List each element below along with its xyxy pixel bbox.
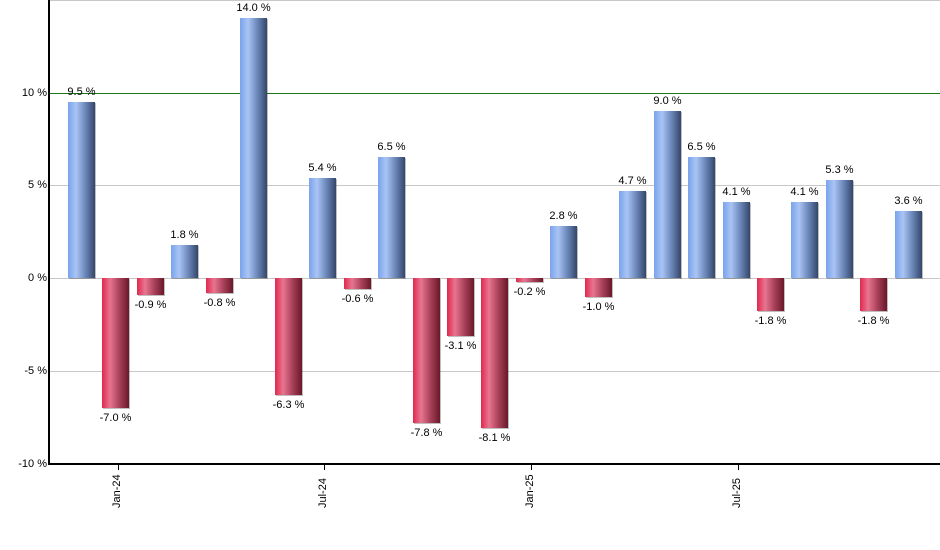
bar-positive [68, 102, 95, 278]
bar-negative [447, 278, 474, 336]
bar-value-label: 4.7 % [618, 175, 647, 187]
bar-positive [240, 18, 267, 278]
x-axis [48, 463, 940, 465]
bar-value-label: -0.6 % [341, 293, 374, 305]
bar-value-label: 4.1 % [790, 186, 819, 198]
bar-value-label: 6.5 % [687, 141, 716, 153]
y-axis [48, 0, 50, 465]
bar-positive [723, 202, 750, 278]
bar-negative [860, 278, 887, 311]
y-tick-label: -5 % [24, 365, 47, 377]
gridline [49, 185, 940, 186]
y-tick-label: -10 % [18, 458, 47, 470]
bar-value-label: 9.5 % [67, 86, 96, 98]
bar-value-label: -0.2 % [513, 286, 546, 298]
bar-positive [791, 202, 818, 278]
bar-value-label: 1.8 % [170, 229, 199, 241]
bar-value-label: 9.0 % [653, 95, 682, 107]
bar-value-label: 5.3 % [825, 164, 854, 176]
plot-top-border [49, 0, 940, 1]
bar-value-label: -7.0 % [99, 412, 132, 424]
bar-negative [344, 278, 371, 289]
bar-positive [619, 191, 646, 278]
x-tick-mark [118, 465, 119, 470]
bar-value-label: 4.1 % [722, 186, 751, 198]
reference-line-10pct [49, 93, 940, 94]
bar-negative [757, 278, 784, 311]
bar-value-label: 6.5 % [377, 141, 406, 153]
bar-negative [481, 278, 508, 428]
bar-positive [171, 245, 198, 278]
y-tick-label: 5 % [28, 179, 47, 191]
bar-value-label: -1.0 % [582, 301, 615, 313]
bar-value-label: -3.1 % [444, 340, 477, 352]
bar-value-label: 2.8 % [549, 210, 578, 222]
bar-positive [895, 211, 922, 278]
x-tick-label: Jul-25 [731, 478, 743, 508]
x-tick-mark [738, 465, 739, 470]
bar-positive [688, 157, 715, 278]
bar-value-label: -8.1 % [478, 432, 511, 444]
bar-negative [516, 278, 543, 282]
y-tick-label: 10 % [21, 87, 47, 99]
bar-negative [102, 278, 129, 408]
bar-positive [826, 180, 853, 278]
bar-positive [378, 157, 405, 278]
bar-value-label: -0.9 % [134, 299, 167, 311]
bar-positive [550, 226, 577, 278]
x-tick-label: Jul-24 [317, 478, 329, 508]
bar-positive [309, 178, 336, 278]
bar-negative [275, 278, 302, 395]
x-tick-mark [531, 465, 532, 470]
y-tick-label: 0 % [28, 272, 47, 284]
bar-negative [206, 278, 233, 293]
bar-negative [585, 278, 612, 297]
bar-positive [654, 111, 681, 278]
bar-value-label: -0.8 % [203, 297, 236, 309]
x-tick-label: Jan-25 [524, 474, 536, 508]
bar-value-label: -1.8 % [857, 315, 890, 327]
bar-value-label: -7.8 % [410, 427, 443, 439]
x-tick-label: Jan-24 [111, 474, 123, 508]
bar-negative [413, 278, 440, 423]
bar-value-label: -1.8 % [754, 315, 787, 327]
bar-value-label: 3.6 % [894, 195, 923, 207]
bar-value-label: 5.4 % [308, 162, 337, 174]
bar-value-label: -6.3 % [272, 399, 305, 411]
bar-value-label: 14.0 % [236, 2, 271, 14]
bar-negative [137, 278, 164, 295]
x-tick-mark [324, 465, 325, 470]
